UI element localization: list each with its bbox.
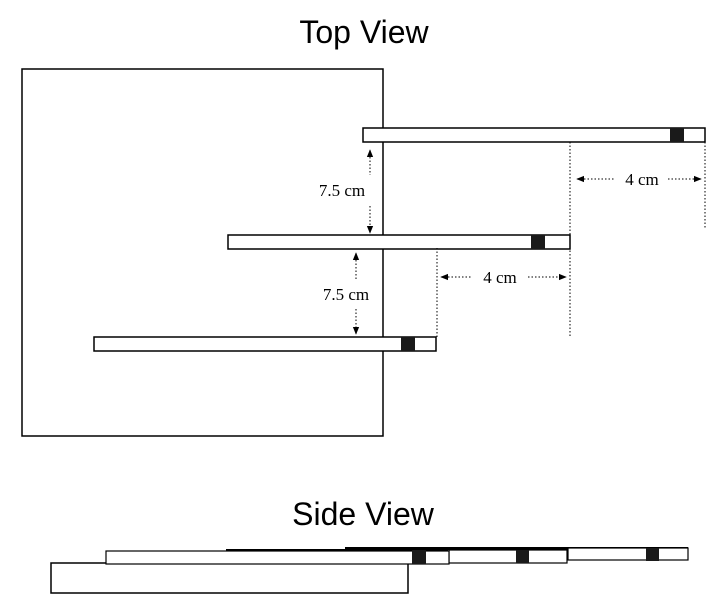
strip-marker — [412, 550, 426, 564]
vertical-dimension-1: 7.5 cm — [319, 149, 374, 234]
horizontal-offset-label-2: 4 cm — [483, 268, 517, 287]
strip-marker — [516, 550, 529, 563]
top-strip-middle — [227, 234, 571, 250]
horizontal-offset-label-1: 4 cm — [625, 170, 659, 189]
top-view-title: Top View — [299, 14, 429, 50]
vertical-dimension-2: 7.5 cm — [323, 252, 369, 335]
strip-marker — [670, 128, 684, 142]
top-view-base-plate — [21, 68, 384, 437]
strip-body — [448, 549, 568, 564]
side-view-title: Side View — [292, 496, 434, 532]
strip-body — [93, 336, 437, 352]
top-strip-upper — [362, 127, 706, 143]
strip-marker — [646, 548, 659, 561]
vertical-spacing-label-2: 7.5 cm — [323, 285, 369, 304]
strip-body — [362, 127, 706, 143]
horizontal-dimension-2: 4 cm — [440, 268, 567, 287]
side-view-base-plate — [50, 562, 409, 594]
top-strip-lower — [93, 336, 437, 352]
strip-body — [105, 550, 450, 565]
strip-marker — [531, 235, 545, 249]
strip-body — [227, 234, 571, 250]
strip-body — [567, 547, 689, 561]
horizontal-dimension-1: 4 cm — [576, 170, 702, 189]
top-view: 7.5 cm 7.5 cm 4 cm 4 cm — [21, 68, 706, 437]
vertical-spacing-label-1: 7.5 cm — [319, 181, 365, 200]
side-view — [50, 547, 689, 594]
side-strip-right — [567, 547, 689, 561]
side-strip-left — [105, 550, 450, 565]
strip-marker — [401, 337, 415, 351]
side-strip-middle — [448, 549, 568, 564]
